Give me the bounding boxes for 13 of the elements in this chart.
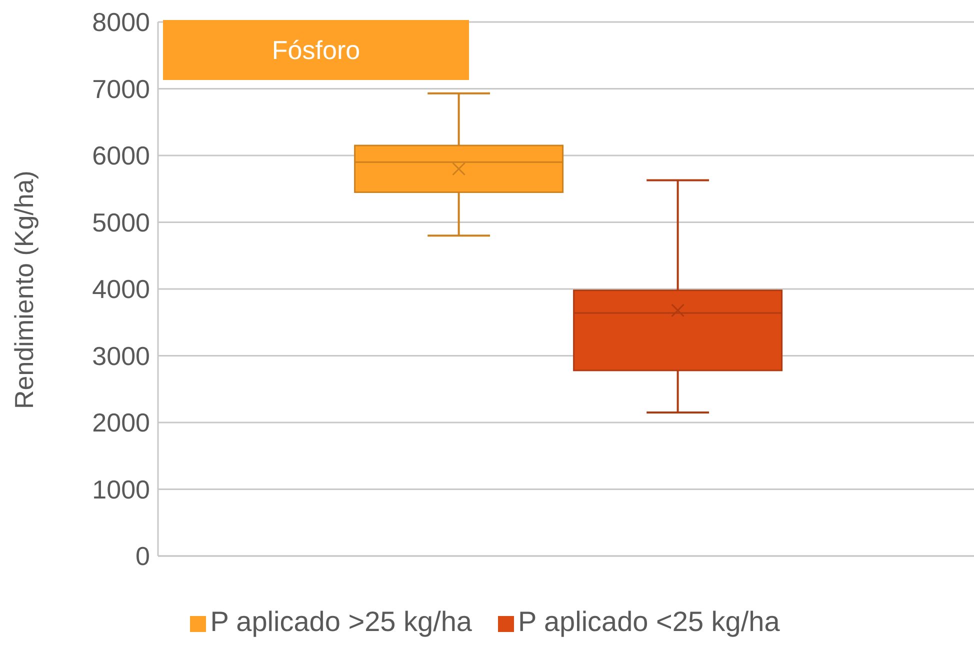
y-tick-label: 3000 bbox=[92, 340, 150, 371]
y-tick-label: 2000 bbox=[92, 408, 150, 438]
text: Fósforo bbox=[272, 34, 360, 66]
y-tick-label: 0 bbox=[136, 541, 150, 572]
y-tick-label: 6000 bbox=[92, 140, 150, 171]
y-tick-label: 1000 bbox=[92, 474, 150, 504]
legend-label: P aplicado >25 kg/ha bbox=[210, 606, 472, 637]
legend-label: P aplicado <25 kg/ha bbox=[518, 606, 780, 637]
y-tick-label: 4000 bbox=[92, 274, 150, 304]
y-tick-label: 8000 bbox=[92, 7, 150, 38]
y-tick-label: 5000 bbox=[92, 207, 150, 238]
y-tick-label: 7000 bbox=[92, 74, 150, 104]
y-axis-title: Rendimiento (Kg/ha) bbox=[9, 170, 40, 409]
